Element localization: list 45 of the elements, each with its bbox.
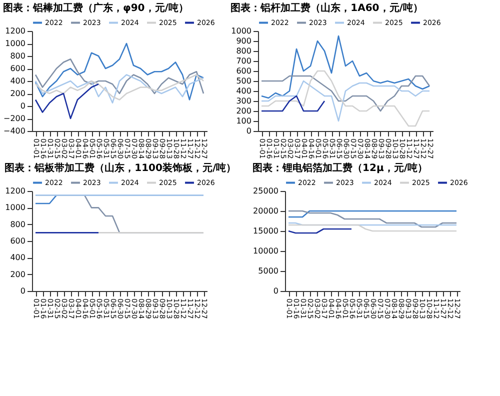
- y-tick-label: 10000: [253, 246, 278, 256]
- y-tick-label: 1000: [5, 203, 26, 212]
- chart-title: 图表：锂电铝箔加工费（12μ，元/吨）: [252, 162, 428, 174]
- y-tick-label: 25000: [253, 186, 278, 196]
- y-tick-label: 0: [273, 286, 278, 296]
- y-tick-label: 200: [236, 106, 252, 116]
- y-tick-label: 1200: [5, 26, 26, 36]
- y-tick-label: 400: [10, 76, 26, 86]
- line-series: [260, 75, 430, 112]
- y-tick-label: 1000: [231, 26, 252, 36]
- y-tick-label: 800: [10, 220, 26, 229]
- chart-title: 图表：铝杆加工费（山东，1A60，元/吨）: [230, 2, 423, 14]
- chart-title: 图表：铝板带加工费（山东，1100装饰板，元/吨）: [4, 162, 236, 174]
- y-tick-label: 1200: [5, 186, 26, 196]
- y-tick-label: 500: [236, 76, 252, 86]
- line-series: [34, 58, 204, 94]
- y-tick-label: 0: [20, 286, 26, 296]
- y-tick-label: 300: [236, 96, 252, 106]
- y-tick-label: 0: [20, 102, 26, 110]
- y-tick-label: 600: [10, 236, 26, 246]
- y-tick-label: 600: [10, 64, 26, 73]
- y-tick-label: 15000: [253, 226, 278, 236]
- y-tick-label: 0: [246, 126, 252, 136]
- y-tick-label: 400: [236, 86, 252, 96]
- y-tick-label: −400: [4, 126, 26, 136]
- line-series: [34, 83, 100, 120]
- y-tick-label: 1000: [5, 39, 26, 48]
- y-tick-label: 200: [10, 89, 26, 98]
- y-tick-label: 700: [236, 56, 252, 66]
- line-series: [260, 70, 430, 127]
- y-tick-label: 20000: [253, 206, 278, 216]
- y-tick-label: −200: [4, 114, 26, 123]
- y-tick-label: 900: [236, 36, 252, 46]
- y-tick-label: 5000: [258, 266, 278, 276]
- line-series: [260, 80, 430, 122]
- y-tick-label: 100: [236, 116, 252, 126]
- line-series: [288, 210, 458, 228]
- y-tick-label: 800: [236, 46, 252, 56]
- y-tick-label: 600: [236, 66, 252, 76]
- y-tick-label: 200: [10, 270, 26, 279]
- y-tick-label: 800: [10, 52, 26, 60]
- line-series: [34, 42, 204, 100]
- line-series: [260, 35, 430, 99]
- y-tick-label: 400: [10, 253, 26, 262]
- chart-title: 图表：铝棒加工费（广东，φ90，元/吨）: [3, 2, 188, 14]
